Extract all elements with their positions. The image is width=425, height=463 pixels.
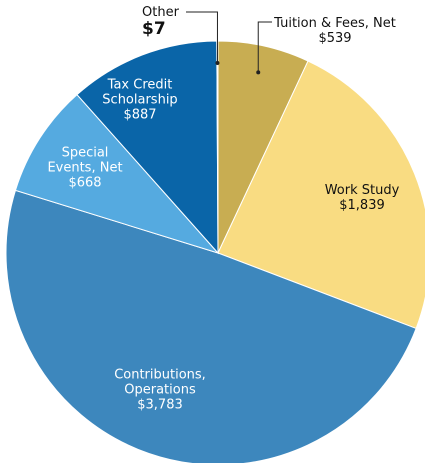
pie-slice xyxy=(76,40,219,255)
category-label: Special Events, Net xyxy=(47,145,123,176)
category-label: Other xyxy=(142,5,179,20)
category-label: Contributions, Operations xyxy=(114,367,206,398)
category-label: Work Study xyxy=(324,183,400,198)
pie-slice xyxy=(217,60,425,330)
slice-label: Tax Credit Scholarship $887 xyxy=(90,78,190,123)
leader-line xyxy=(257,21,272,73)
leader-dot xyxy=(215,61,220,66)
slice-label: Tuition & Fees, Net $539 xyxy=(255,16,415,46)
slice-label: Work Study $1,839 xyxy=(302,183,422,213)
slice-label: Special Events, Net $668 xyxy=(45,146,125,191)
leader-line xyxy=(186,11,218,64)
value-label: $539 xyxy=(318,31,352,46)
slice-label: Contributions, Operations $3,783 xyxy=(100,368,220,413)
pie-slice xyxy=(5,189,417,463)
pie-slice xyxy=(14,93,220,255)
category-label: Tuition & Fees, Net xyxy=(274,16,396,31)
leader-dot xyxy=(256,70,261,75)
value-label: $887 xyxy=(123,107,157,123)
slice-label: Other $7 xyxy=(142,5,202,38)
category-label: Tax Credit Scholarship xyxy=(102,77,178,108)
value-label: $3,783 xyxy=(137,397,183,413)
value-label: $7 xyxy=(142,19,166,39)
value-label: $668 xyxy=(68,175,102,191)
value-label: $1,839 xyxy=(339,198,385,213)
